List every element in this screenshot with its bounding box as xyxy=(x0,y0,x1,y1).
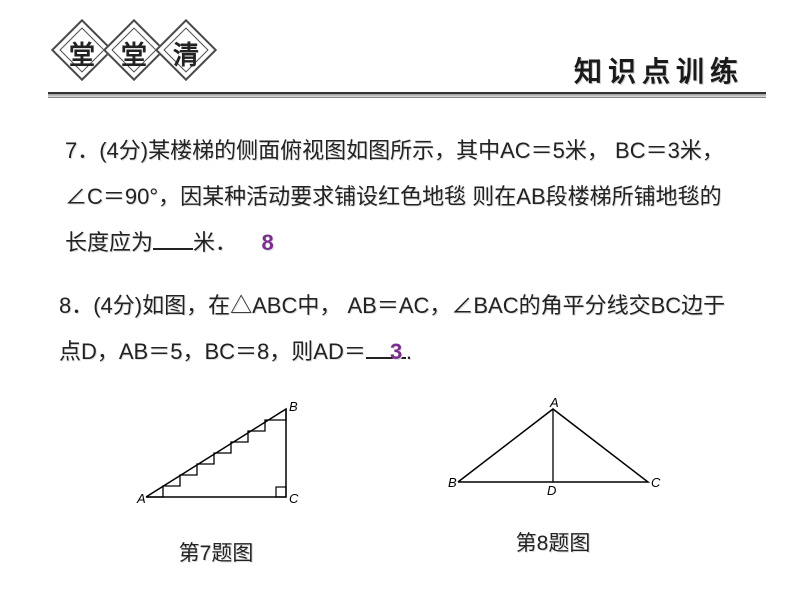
figures-row: A C B 第7题图 A B C D 第8题图 xyxy=(0,390,794,567)
q7-blank xyxy=(153,228,193,250)
fig7-label-B: B xyxy=(289,399,298,414)
fig8-label-B: B xyxy=(448,475,457,490)
figure-7: A C B 第7题图 xyxy=(120,390,312,567)
fig8-label-C: C xyxy=(651,475,661,490)
diamond-3-label: 清 xyxy=(164,31,208,75)
diamond-3: 清 xyxy=(155,19,217,81)
q7-answer: 8 xyxy=(261,230,273,255)
fig8-label-D: D xyxy=(547,483,556,497)
figure-7-caption: 第7题图 xyxy=(179,537,254,567)
figure-8-image: A B C D xyxy=(432,390,674,509)
fig8-label-A: A xyxy=(549,397,559,410)
q8-after: . xyxy=(406,339,412,364)
fig7-label-C: C xyxy=(289,491,299,506)
content-area: 7．(4分)某楼梯的侧面俯视图如图所示，其中AC＝5米， BC＝3米， ∠C＝9… xyxy=(65,128,734,375)
diamond-2-label: 堂 xyxy=(112,31,156,75)
header-right-title: 知识点训练 xyxy=(574,50,744,90)
figure-7-image: A C B xyxy=(120,390,312,519)
question-7: 7．(4分)某楼梯的侧面俯视图如图所示，其中AC＝5米， BC＝3米， ∠C＝9… xyxy=(65,128,734,267)
q7-unit: 米． xyxy=(193,230,237,255)
diamond-1-label: 堂 xyxy=(60,31,104,75)
page-header: 堂 堂 清 知识点训练 xyxy=(0,0,794,100)
fig7-label-A: A xyxy=(136,491,146,506)
header-rule xyxy=(48,92,766,98)
figure-8: A B C D 第8题图 xyxy=(432,390,674,567)
question-8: 8．(4分)如图，在△ABC中， AB＝AC，∠BAC的角平分线交BC边于点D，… xyxy=(59,283,734,375)
q8-answer: 3 xyxy=(390,339,402,364)
figure-8-caption: 第8题图 xyxy=(516,527,591,557)
